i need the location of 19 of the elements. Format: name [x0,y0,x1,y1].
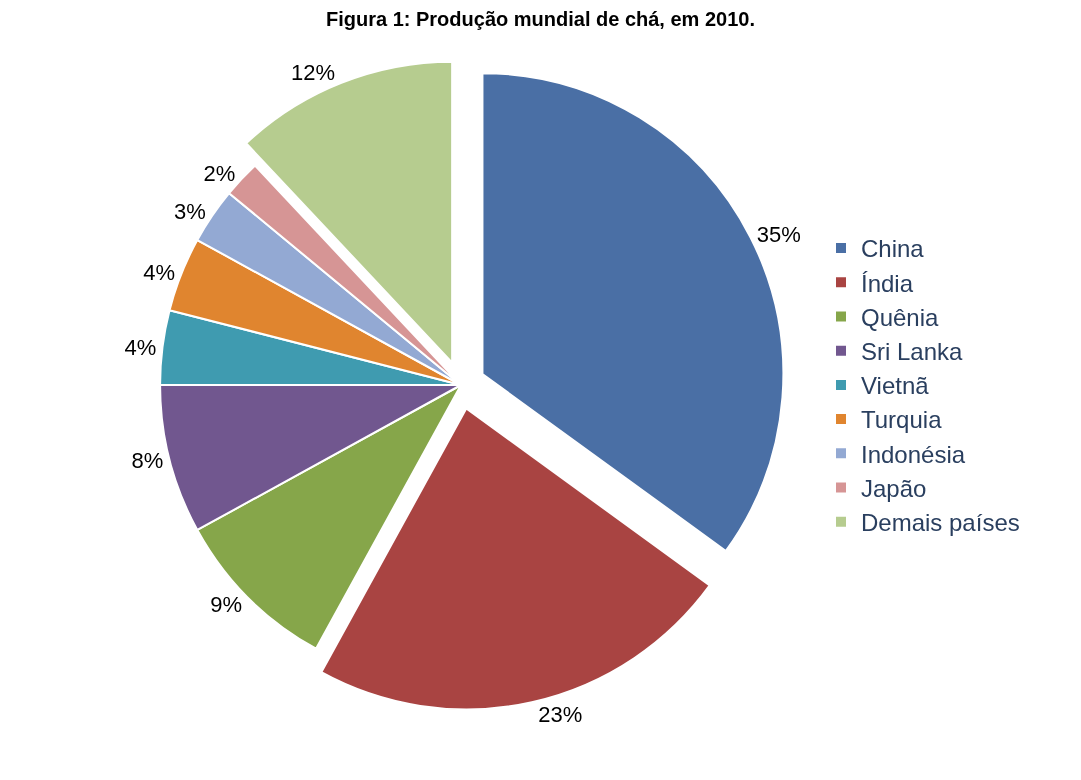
legend-label: China [861,235,925,263]
legend-label: Indonésia [861,440,966,468]
data-label: 9% [210,591,242,617]
data-label: 3% [174,199,206,225]
data-label: 2% [203,160,236,186]
chart-title: Figura 1: Produção mundial de chá, em 2010. [325,7,756,30]
legend-label: Sri Lanka [861,338,964,366]
legend-label: Japão [861,474,927,502]
data-label: 8% [131,448,164,474]
legend-label: Vietnã [861,372,930,400]
data-label: 35% [756,222,801,248]
legend-label: Quênia [861,303,940,331]
legend-label: Índia [861,269,914,297]
data-label: 23% [538,701,583,727]
data-label: 12% [291,59,336,85]
data-label: 4% [143,260,175,286]
legend-label: Demais países [861,509,1020,537]
legend-label: Turquia [861,406,943,434]
data-label: 4% [124,334,157,360]
